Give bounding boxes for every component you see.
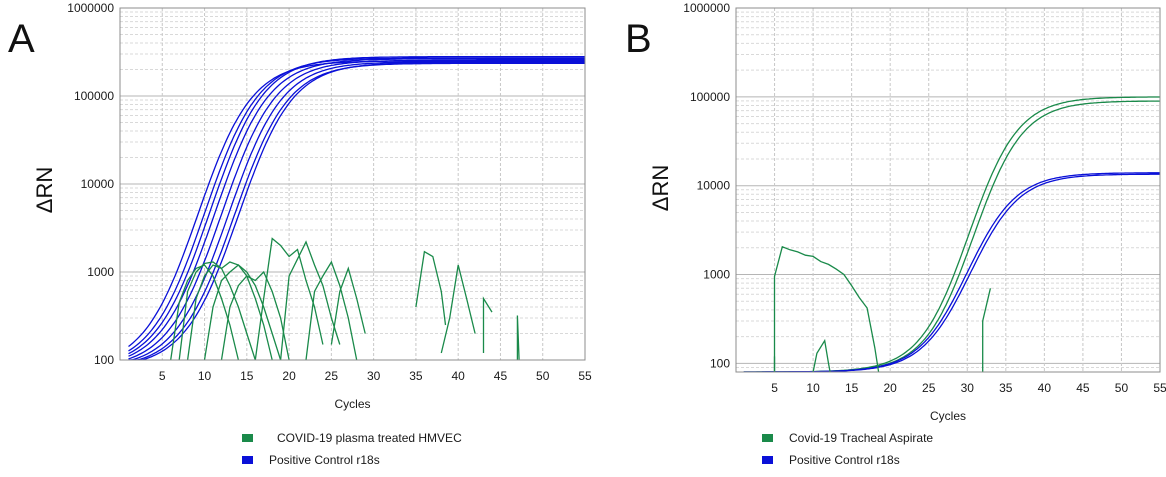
series-line-noise bbox=[279, 240, 341, 360]
x-tick-label: 25 bbox=[325, 369, 339, 383]
series-line-amplification bbox=[128, 56, 585, 355]
series-line-noise bbox=[812, 338, 831, 372]
series-line-amplification bbox=[128, 57, 585, 352]
series-line-noise bbox=[203, 264, 282, 360]
x-tick-label: 25 bbox=[922, 381, 936, 395]
series-line-noise bbox=[516, 315, 520, 360]
series-line-amplification bbox=[128, 58, 585, 357]
x-tick-label: 5 bbox=[771, 381, 778, 395]
y-tick-label: 1000 bbox=[87, 265, 114, 279]
y-tick-label: 1000000 bbox=[683, 1, 730, 15]
series-line-noise bbox=[982, 288, 992, 372]
series-line-noise bbox=[186, 261, 273, 360]
series-line-noise bbox=[415, 250, 447, 326]
legend-swatch bbox=[762, 434, 773, 442]
y-axis-title: ΔRN bbox=[32, 167, 57, 213]
series-line-amplification bbox=[128, 61, 585, 360]
series-line-noise bbox=[178, 261, 256, 360]
plot-border bbox=[119, 7, 586, 361]
panel-b: 100 1000 10000 100000 1000000 5 10 15 20 25 30 35 40… bbox=[625, 1, 1166, 467]
series-line-noise bbox=[305, 260, 358, 360]
x-tick-label: 50 bbox=[1115, 381, 1129, 395]
y-axis-title: ΔRN bbox=[648, 165, 673, 211]
legend-label: COVID-19 plasma treated HMVEC bbox=[277, 431, 462, 445]
y-tick-label: 100 bbox=[94, 353, 114, 367]
x-tick-label: 10 bbox=[806, 381, 820, 395]
y-tick-label: 10000 bbox=[81, 177, 115, 191]
legend: Covid-19 Tracheal Aspirate Positive Contr… bbox=[762, 431, 933, 467]
series-line-noise bbox=[773, 245, 880, 372]
series-line-noise bbox=[220, 270, 290, 360]
legend-swatch bbox=[242, 456, 253, 464]
x-tick-label: 35 bbox=[999, 381, 1013, 395]
y-tick-label: 100 bbox=[710, 356, 730, 370]
y-tick-label: 1000 bbox=[703, 268, 730, 282]
y-tick-label: 10000 bbox=[697, 179, 731, 193]
legend-swatch bbox=[762, 456, 773, 464]
x-tick-label: 55 bbox=[1153, 381, 1166, 395]
legend-label: Positive Control r18s bbox=[789, 453, 900, 467]
series-line-amplification bbox=[128, 61, 585, 360]
x-tick-label: 35 bbox=[409, 369, 423, 383]
series-line-noise bbox=[440, 264, 476, 354]
x-tick-label: 45 bbox=[494, 369, 508, 383]
panel-a: 100 1000 10000 100000 1000000 5 10 15 20 25 30 35 40… bbox=[8, 1, 592, 467]
x-tick-label: 20 bbox=[884, 381, 898, 395]
x-tick-label: 40 bbox=[452, 369, 466, 383]
x-tick-label: 50 bbox=[536, 369, 550, 383]
x-tick-label: 40 bbox=[1038, 381, 1052, 395]
x-tick-label: 20 bbox=[282, 369, 296, 383]
x-tick-label: 5 bbox=[159, 369, 166, 383]
series-line-noise bbox=[254, 237, 324, 360]
legend: COVID-19 plasma treated HMVEC Positive Co… bbox=[242, 431, 462, 467]
series-line-noise bbox=[482, 296, 493, 353]
x-tick-label: 30 bbox=[961, 381, 975, 395]
plot-border bbox=[735, 7, 1161, 373]
legend-label: Covid-19 Tracheal Aspirate bbox=[789, 431, 933, 445]
series-line-noise bbox=[330, 266, 366, 345]
x-tick-label: 10 bbox=[198, 369, 212, 383]
x-axis-title: Cycles bbox=[334, 397, 370, 411]
x-axis-title: Cycles bbox=[930, 409, 966, 423]
legend-label: Positive Control r18s bbox=[269, 453, 380, 467]
x-tick-label: 30 bbox=[367, 369, 381, 383]
x-tick-label: 45 bbox=[1076, 381, 1090, 395]
series-layer bbox=[128, 56, 585, 360]
panel-label: A bbox=[8, 17, 35, 61]
panel-label: B bbox=[625, 17, 652, 61]
y-tick-label: 100000 bbox=[690, 90, 730, 104]
y-tick-label: 1000000 bbox=[67, 1, 114, 15]
series-line-amplification bbox=[128, 59, 585, 360]
series-line-noise bbox=[170, 264, 240, 360]
x-tick-label: 55 bbox=[578, 369, 592, 383]
x-tick-label: 15 bbox=[240, 369, 254, 383]
x-tick-label: 15 bbox=[845, 381, 859, 395]
legend-swatch bbox=[242, 434, 253, 442]
y-tick-label: 100000 bbox=[74, 89, 114, 103]
